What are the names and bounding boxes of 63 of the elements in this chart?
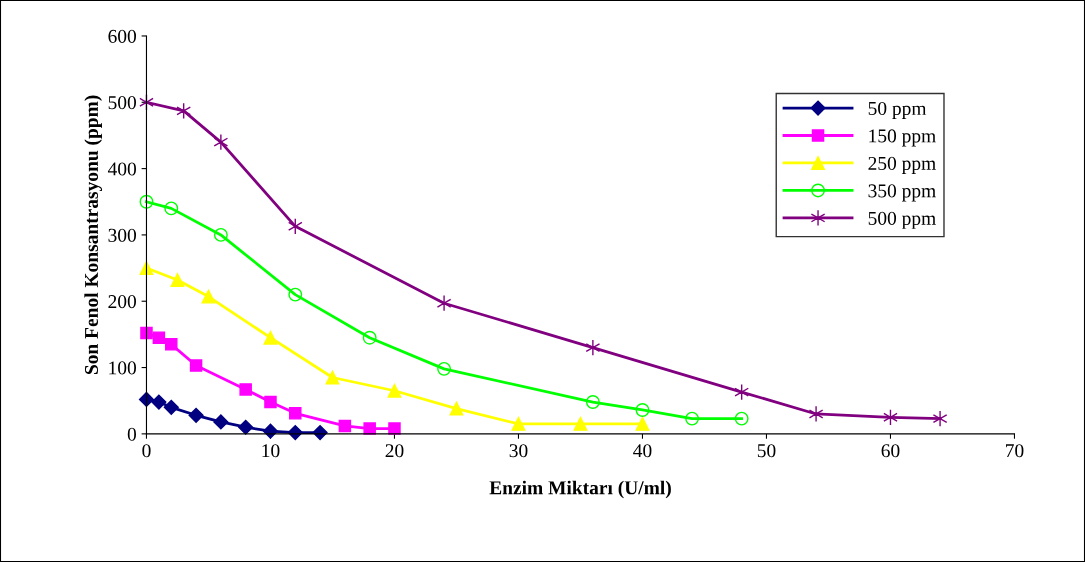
- point: [325, 370, 340, 385]
- x-tick-label: 60: [881, 444, 900, 458]
- legend-label: 50 ppm: [868, 101, 927, 119]
- point: [151, 394, 167, 410]
- point: [163, 399, 179, 415]
- y-tick-label: 400: [107, 162, 137, 176]
- y-tick-label: 600: [108, 29, 137, 43]
- point: [262, 423, 279, 439]
- point: [437, 361, 452, 376]
- point: [289, 407, 302, 420]
- point: [511, 416, 526, 431]
- point: [239, 383, 252, 396]
- point: [189, 359, 203, 372]
- x-tick-label: 0: [142, 444, 151, 458]
- y-tick-label: 100: [109, 361, 137, 375]
- point: [238, 419, 254, 435]
- point: [139, 261, 154, 276]
- point: [213, 414, 229, 430]
- x-tick-label: 10: [262, 444, 280, 458]
- legend-label: 150 ppm: [869, 129, 936, 147]
- point: [264, 395, 277, 409]
- point: [164, 201, 179, 216]
- legend-label: 350 ppm: [868, 184, 936, 202]
- legend-label: 500 ppm: [868, 211, 936, 229]
- point: [201, 289, 216, 304]
- y-tick-label: 0: [127, 427, 137, 441]
- point: [388, 422, 401, 435]
- point: [213, 133, 229, 151]
- point: [585, 339, 601, 356]
- point: [363, 422, 376, 435]
- point: [932, 410, 948, 427]
- y-tick-label: 200: [108, 295, 137, 309]
- point: [573, 416, 588, 431]
- y-axis-title: Son Fenol Konsantrasyonu (ppm): [84, 95, 103, 375]
- point: [808, 405, 824, 423]
- point: [734, 411, 749, 426]
- y-tick-label: 300: [108, 228, 137, 242]
- x-tick-label: 70: [1006, 444, 1024, 458]
- point: [188, 407, 204, 423]
- y-tick-label: 500: [108, 96, 137, 110]
- point: [263, 330, 278, 345]
- point: [165, 338, 178, 351]
- point: [436, 294, 452, 312]
- x-tick-label: 40: [633, 444, 652, 458]
- point: [338, 419, 352, 433]
- point: [449, 401, 464, 416]
- point: [685, 411, 700, 426]
- x-tick-label: 20: [385, 444, 404, 458]
- x-axis-title: Enzim Miktarı (U/ml): [489, 480, 671, 499]
- x-tick-label: 30: [509, 444, 528, 458]
- legend-label: 250 ppm: [868, 156, 936, 174]
- point: [585, 395, 600, 409]
- point: [140, 326, 153, 340]
- point: [170, 273, 185, 287]
- point: [288, 287, 303, 302]
- point: [387, 383, 402, 398]
- point: [635, 403, 650, 417]
- x-tick-label: 50: [757, 444, 776, 458]
- point: [213, 227, 228, 242]
- point: [362, 330, 377, 345]
- point: [152, 331, 166, 344]
- point: [635, 416, 650, 431]
- point: [139, 194, 154, 209]
